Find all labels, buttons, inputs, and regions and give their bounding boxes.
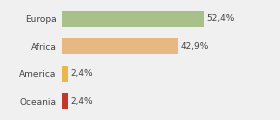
Bar — [62, 93, 68, 109]
Text: 2,4%: 2,4% — [70, 97, 93, 106]
Text: 42,9%: 42,9% — [180, 42, 209, 51]
Bar — [62, 38, 178, 54]
Bar — [62, 66, 68, 82]
Text: 2,4%: 2,4% — [70, 69, 93, 78]
Text: 52,4%: 52,4% — [206, 14, 235, 23]
Bar — [62, 11, 204, 27]
